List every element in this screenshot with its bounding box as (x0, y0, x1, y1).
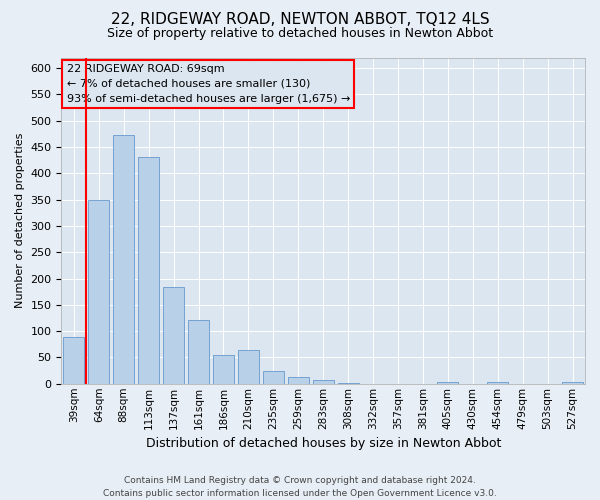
Bar (188, 320, 209, 384)
Bar (437, 382, 458, 384)
Bar (163, 288, 184, 384)
Text: 22, RIDGEWAY ROAD, NEWTON ABBOT, TQ12 4LS: 22, RIDGEWAY ROAD, NEWTON ABBOT, TQ12 4L… (110, 12, 490, 28)
Bar (238, 350, 259, 384)
Bar (313, 380, 334, 384)
Bar (138, 158, 159, 384)
Bar (287, 378, 309, 384)
X-axis label: Distribution of detached houses by size in Newton Abbot: Distribution of detached houses by size … (146, 437, 501, 450)
Bar (263, 370, 284, 384)
Bar (63, 338, 85, 384)
Text: Size of property relative to detached houses in Newton Abbot: Size of property relative to detached ho… (107, 28, 493, 40)
Text: Contains HM Land Registry data © Crown copyright and database right 2024.
Contai: Contains HM Land Registry data © Crown c… (103, 476, 497, 498)
Bar (487, 382, 508, 384)
Bar (213, 355, 234, 384)
Bar (88, 200, 109, 384)
Bar (113, 136, 134, 384)
Y-axis label: Number of detached properties: Number of detached properties (15, 133, 25, 308)
Bar (338, 382, 359, 384)
Text: 22 RIDGEWAY ROAD: 69sqm
← 7% of detached houses are smaller (130)
93% of semi-de: 22 RIDGEWAY ROAD: 69sqm ← 7% of detached… (67, 64, 350, 104)
Bar (562, 382, 583, 384)
